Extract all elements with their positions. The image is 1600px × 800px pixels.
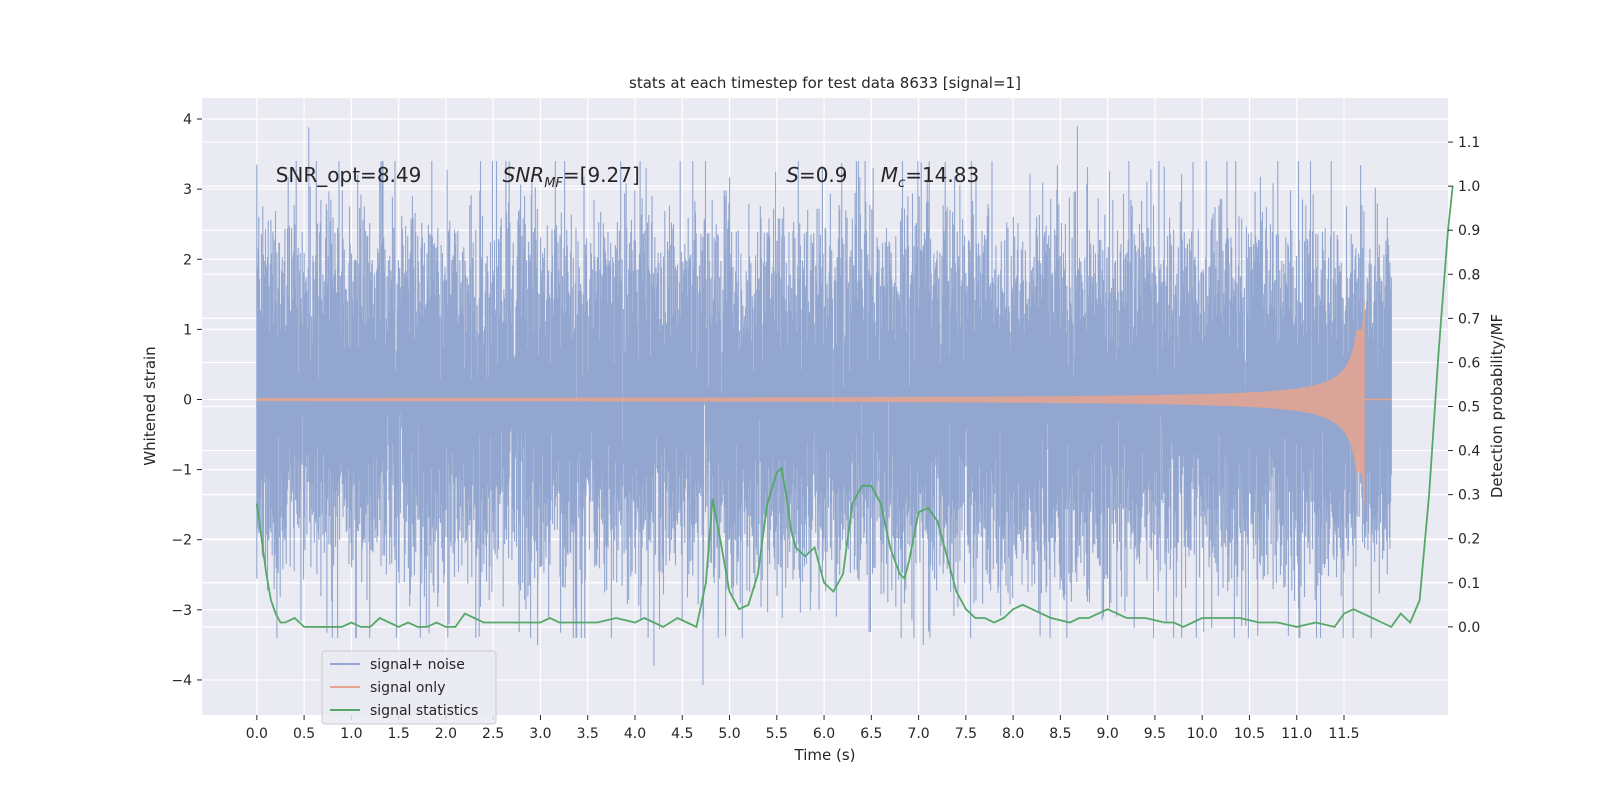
y-right-tick-label: 0.4 xyxy=(1458,444,1480,460)
x-tick-label: 8.0 xyxy=(1002,726,1024,742)
annotation-snr-mf-suffix: =[9.27] xyxy=(563,163,640,187)
y-left-tick-label: 4 xyxy=(183,112,192,128)
axis-ticks: 0.0 0.5 1.0 1.5 2.0 2.5 3.0 3.5 4.0 4.5 5.0 5.5 6.0 6… xyxy=(171,112,1480,742)
signal-plus-noise-series xyxy=(256,126,1392,685)
y-right-tick-label: 0.3 xyxy=(1458,488,1480,504)
legend-label-signal-statistics: signal statistics xyxy=(370,703,478,719)
annotation-s-symbol: S xyxy=(786,163,799,187)
annotation-mc-sub: c xyxy=(898,176,905,191)
x-tick-label: 3.0 xyxy=(529,726,551,742)
signal-only-series xyxy=(256,297,1392,512)
x-tick-label: 0.0 xyxy=(246,726,268,742)
x-tick-label: 6.0 xyxy=(813,726,835,742)
x-tick-label: 4.0 xyxy=(624,726,646,742)
y-left-tick-label: 1 xyxy=(183,322,192,338)
y-right-tick-label: 0.5 xyxy=(1458,400,1480,416)
annotation-snr-mf-prefix: SNR xyxy=(503,163,545,187)
x-tick-label: 5.0 xyxy=(718,726,740,742)
x-tick-label: 2.5 xyxy=(482,726,504,742)
legend: signal+ noise signal only signal statist… xyxy=(321,650,497,725)
x-tick-label: 11.5 xyxy=(1328,726,1359,742)
y-left-tick-label: 2 xyxy=(183,252,192,268)
x-tick-label: 4.5 xyxy=(671,726,693,742)
x-axis-label: Time (s) xyxy=(794,746,856,764)
y-left-tick-label: 0 xyxy=(183,392,192,408)
legend-label-signal-plus-noise: signal+ noise xyxy=(370,657,465,673)
annotation-snr-mf: SNRMF=[9.27] xyxy=(503,163,640,191)
x-tick-label: 0.5 xyxy=(293,726,315,742)
x-tick-label: 2.0 xyxy=(435,726,457,742)
y-left-tick-label: −1 xyxy=(171,463,192,479)
y-left-tick-label: −2 xyxy=(171,533,192,549)
x-tick-label: 9.5 xyxy=(1144,726,1166,742)
x-tick-label: 6.5 xyxy=(860,726,882,742)
y-right-tick-label: 0.9 xyxy=(1458,223,1480,239)
annotation-mc: Mc=14.83 xyxy=(881,163,979,191)
y-right-tick-label: 0.8 xyxy=(1458,267,1480,283)
y-right-tick-label: 0.0 xyxy=(1458,620,1480,636)
x-tick-label: 5.5 xyxy=(766,726,788,742)
x-tick-label: 10.0 xyxy=(1187,726,1218,742)
signal-plus-noise-line xyxy=(256,126,1392,685)
annotation-s: S=0.9 xyxy=(786,163,847,187)
y-left-tick-label: 3 xyxy=(183,182,192,198)
y-right-tick-label: 1.0 xyxy=(1458,179,1480,195)
legend-box xyxy=(321,650,497,725)
annotation-mc-value: =14.83 xyxy=(905,163,979,187)
signal-statistics-line xyxy=(255,186,1454,629)
y-left-tick-label: −4 xyxy=(171,673,192,689)
x-tick-label: 3.5 xyxy=(577,726,599,742)
x-tick-label: 10.5 xyxy=(1234,726,1265,742)
y-right-tick-label: 0.6 xyxy=(1458,355,1480,371)
annotation-snr-mf-sub: MF xyxy=(544,176,563,191)
x-tick-label: 1.0 xyxy=(340,726,362,742)
annotation-snr-opt: SNR_opt=8.49 xyxy=(276,163,422,187)
signal-statistics-series xyxy=(255,186,1454,629)
y-right-tick-label: 0.2 xyxy=(1458,532,1480,548)
x-tick-label: 9.0 xyxy=(1097,726,1119,742)
x-tick-label: 1.5 xyxy=(388,726,410,742)
legend-label-signal-only: signal only xyxy=(370,680,445,696)
annotation-s-value: =0.9 xyxy=(799,163,848,187)
x-tick-label: 7.5 xyxy=(955,726,977,742)
annotations: SNR_opt=8.49 SNRMF=[9.27] S=0.9 Mc=14.83 xyxy=(276,163,979,191)
y-left-tick-label: −3 xyxy=(171,603,192,619)
y-right-tick-label: 0.1 xyxy=(1458,576,1480,592)
annotation-mc-symbol: M xyxy=(881,163,898,187)
x-tick-label: 8.5 xyxy=(1049,726,1071,742)
y-axis-label-left: Whitened strain xyxy=(141,346,159,465)
y-right-tick-label: 0.7 xyxy=(1458,311,1480,327)
x-tick-label: 11.0 xyxy=(1281,726,1312,742)
chart-title: stats at each timestep for test data 863… xyxy=(629,74,1021,92)
y-axis-label-right: Detection probability/MF xyxy=(1488,314,1506,498)
x-tick-label: 7.0 xyxy=(907,726,929,742)
y-right-tick-label: 1.1 xyxy=(1458,135,1480,151)
